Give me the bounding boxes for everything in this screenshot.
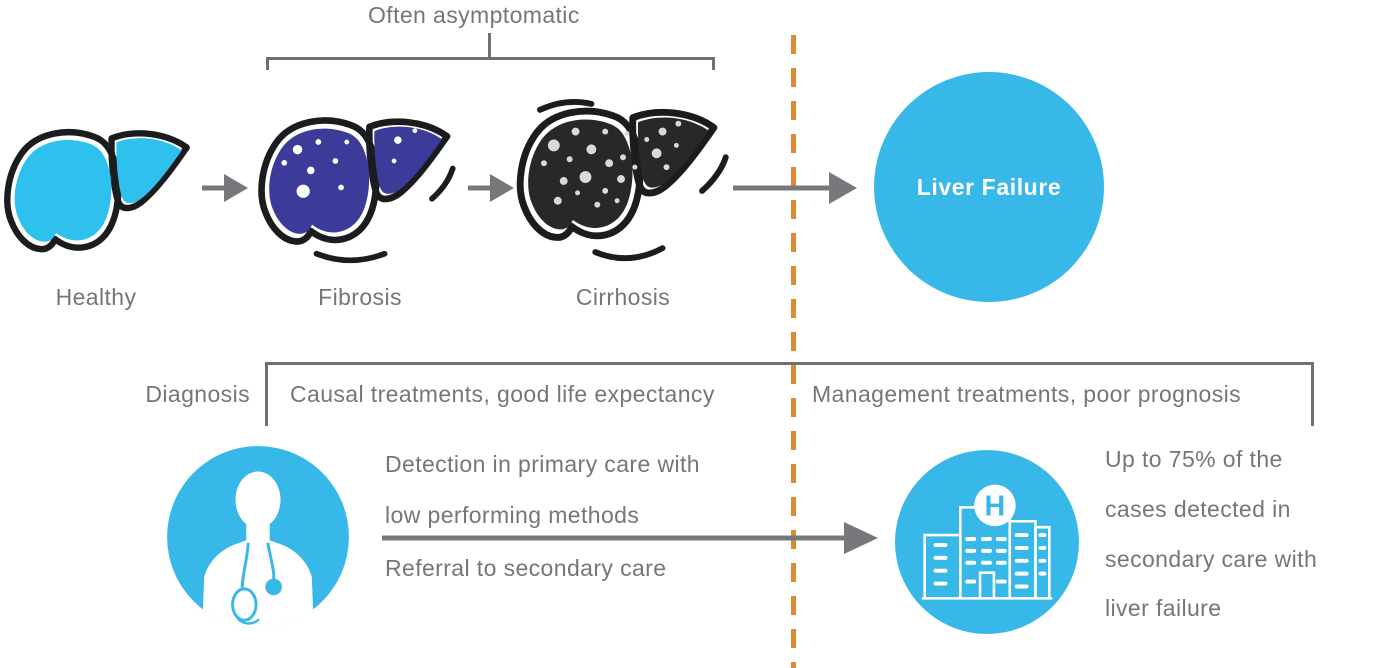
stage-label-cirrhosis: Cirrhosis: [575, 284, 671, 310]
top-bracket-stem: [488, 33, 491, 58]
doctor-silhouette: [202, 471, 314, 628]
management-treatments-caption: Management treatments, poor prognosis: [812, 381, 1242, 407]
stethoscope: [231, 542, 282, 625]
top-bracket: [266, 57, 715, 70]
referral-line: Referral to secondary care: [385, 555, 667, 581]
healthy-liver-icon: [4, 129, 190, 253]
accent-strokes: [313, 165, 456, 264]
liver-outline: [516, 107, 718, 241]
secondary-care-line-2: cases detected in: [1105, 496, 1291, 522]
arrow-right-icon: [468, 174, 514, 202]
stage-label-healthy: Healthy: [55, 284, 137, 310]
often-asymptomatic-label: Often asymptomatic: [368, 2, 580, 28]
hospital-icon: H: [895, 450, 1079, 634]
liver-failure-circle: Liver Failure: [874, 72, 1104, 302]
diagnosis-label: Diagnosis: [145, 381, 250, 407]
cirrhosis-liver-icon: [516, 98, 729, 262]
hospital-h-letter: H: [985, 490, 1006, 522]
hospital-h-badge: [974, 484, 1016, 527]
primary-care-line-2: low performing methods: [385, 502, 640, 528]
timeline-bracket: [265, 362, 1314, 426]
dashed-divider-line: [791, 35, 796, 668]
arrow-right-icon: [733, 172, 857, 204]
cirrhosis-dots: [540, 120, 682, 208]
secondary-care-line-1: Up to 75% of the: [1105, 446, 1283, 472]
liver-fill: [269, 126, 442, 234]
referral-arrow-icon: [382, 522, 878, 554]
stage-label-fibrosis: Fibrosis: [318, 284, 402, 310]
liver-outline: [258, 117, 451, 245]
fibrosis-dots: [281, 128, 418, 198]
primary-care-line-1: Detection in primary care with: [385, 451, 700, 477]
hospital-circle-background: [895, 450, 1079, 634]
arrow-right-icon: [202, 174, 248, 202]
causal-treatments-caption: Causal treatments, good life expectancy: [290, 381, 715, 407]
doctor-icon: [167, 446, 349, 628]
accent-strokes: [537, 98, 729, 262]
hospital-windows: [933, 533, 1047, 589]
secondary-care-line-3: secondary care with: [1105, 546, 1318, 572]
liver-outline: [4, 129, 190, 253]
fibrosis-liver-icon: [258, 117, 456, 264]
secondary-care-line-4: liver failure: [1105, 595, 1222, 621]
liver-failure-label: Liver Failure: [916, 173, 1062, 200]
liver-fill: [14, 138, 182, 242]
